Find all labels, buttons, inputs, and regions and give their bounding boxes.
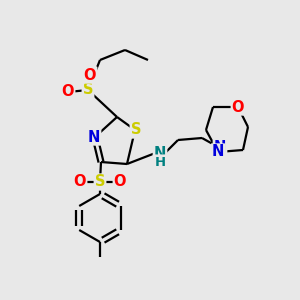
Text: N: N [88,130,100,145]
Text: N: N [212,145,224,160]
Text: S: S [83,82,93,98]
Text: O: O [74,175,86,190]
Text: O: O [114,175,126,190]
Text: O: O [232,100,244,115]
Text: S: S [95,175,105,190]
Text: S: S [131,122,141,137]
Text: N: N [214,140,226,155]
Text: N: N [154,146,166,161]
Text: O: O [84,68,96,82]
Text: H: H [154,155,166,169]
Text: O: O [62,85,74,100]
